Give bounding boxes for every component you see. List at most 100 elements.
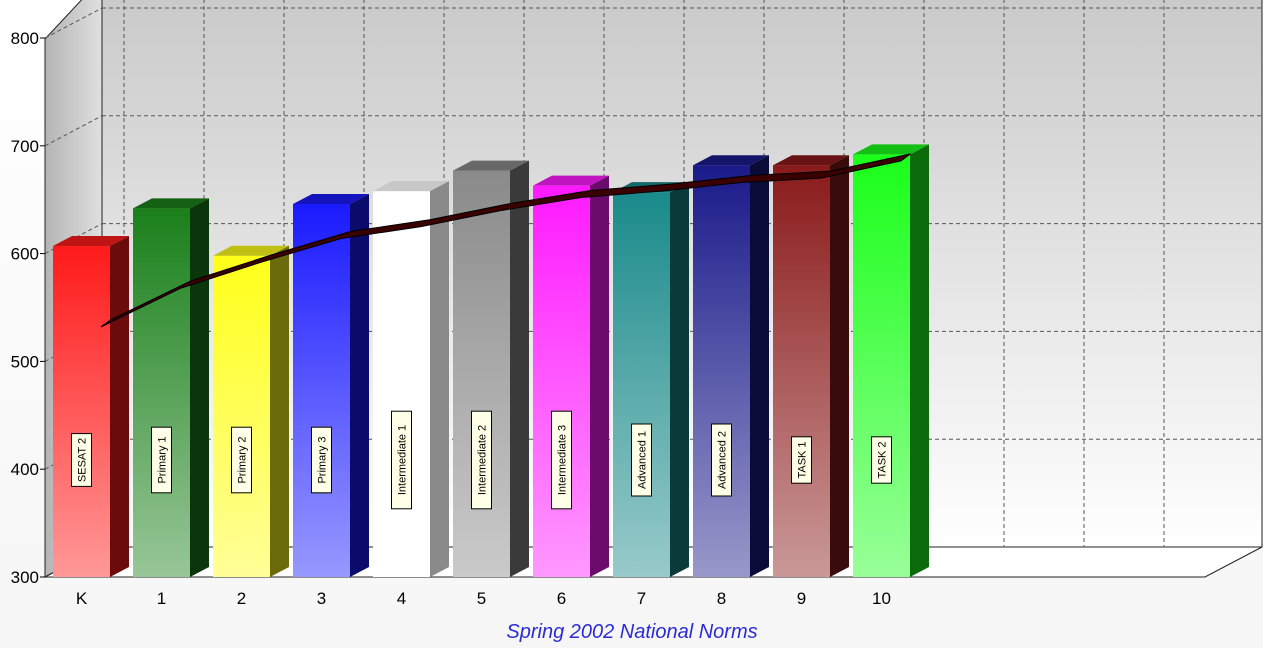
bar-top <box>533 175 609 186</box>
bar-label-box <box>711 423 732 497</box>
bar-label-box <box>71 433 92 487</box>
gridlines <box>44 0 1262 547</box>
bar-label-text: Primary 3 <box>317 436 329 483</box>
bar-top <box>213 245 289 256</box>
bar-side <box>270 245 289 578</box>
bar-label-text: Intermediate 1 <box>397 425 409 495</box>
x-tick-label: 9 <box>797 589 806 608</box>
bar: Intermediate 1 <box>373 181 449 578</box>
bar-label: TASK 1 <box>791 436 812 484</box>
bar: Advanced 1 <box>613 182 689 578</box>
bar-front <box>53 246 110 577</box>
bar-side <box>510 160 529 577</box>
bar-side <box>430 181 449 578</box>
bar-label-text: Primary 1 <box>157 436 169 483</box>
bar: Intermediate 2 <box>453 160 529 577</box>
chart-title: Spring 2002 National Norms <box>506 621 757 643</box>
gridline-side <box>44 115 103 147</box>
x-axis: K 1 2 3 4 5 6 7 8 9 10 <box>76 589 891 608</box>
bar: SESAT 2 <box>53 236 129 577</box>
bar-label: Advanced 2 <box>711 423 732 497</box>
bar-label-text: Advanced 1 <box>637 431 649 489</box>
bar-label-box <box>391 410 412 510</box>
bar-front <box>853 154 910 577</box>
trend-line <box>100 153 911 328</box>
bar: Intermediate 3 <box>533 175 609 577</box>
x-tick-label: 7 <box>637 589 646 608</box>
bar-front <box>293 204 350 577</box>
bar-label-text: Advanced 2 <box>717 431 729 489</box>
bar-label-box <box>631 423 652 497</box>
bar-side <box>670 182 689 578</box>
bar-label: SESAT 2 <box>71 433 92 487</box>
bar-label-box <box>231 426 252 494</box>
bar-top <box>293 194 369 205</box>
bar-top <box>453 160 529 171</box>
bar-top <box>373 181 449 192</box>
bar-front <box>133 208 190 577</box>
y-tick-label: 500 <box>11 352 39 371</box>
x-tick-label: 6 <box>557 589 566 608</box>
bar-label: Primary 3 <box>311 426 332 494</box>
bar: Primary 2 <box>213 245 289 578</box>
x-tick-label: 4 <box>397 589 406 608</box>
gridline-side <box>44 7 103 39</box>
bar-front <box>533 185 590 577</box>
x-tick-label: 1 <box>157 589 166 608</box>
x-tick-label: 5 <box>477 589 486 608</box>
bar-label: Primary 1 <box>151 426 172 494</box>
bar-front <box>693 165 750 578</box>
bar-top <box>133 198 209 209</box>
bar-top <box>53 236 129 247</box>
bar-side <box>110 236 129 577</box>
bar-label-box <box>471 410 492 510</box>
bar-front <box>373 191 430 578</box>
bar-top <box>773 155 849 166</box>
y-tick-label: 400 <box>11 460 39 479</box>
bar-label-text: TASK 1 <box>797 441 809 478</box>
x-tick-label: 8 <box>717 589 726 608</box>
bar-label: Primary 2 <box>231 426 252 494</box>
bar: Primary 1 <box>133 198 209 577</box>
bar-side <box>910 144 929 577</box>
bar-top <box>853 144 929 155</box>
bar-side <box>830 155 849 578</box>
bar-label: Intermediate 3 <box>551 410 572 510</box>
y-tick-label: 800 <box>11 29 39 48</box>
bar-side <box>590 175 609 577</box>
bar-label-text: Intermediate 3 <box>557 425 569 495</box>
bar-label-text: Primary 2 <box>237 436 249 483</box>
bar: Primary 3 <box>293 194 369 577</box>
bar-label-text: TASK 2 <box>877 441 889 478</box>
bar-label-text: SESAT 2 <box>77 438 89 482</box>
bar-label: Intermediate 1 <box>391 410 412 510</box>
bar: TASK 2 <box>853 144 929 577</box>
bar-side <box>350 194 369 577</box>
y-tick-label: 700 <box>11 137 39 156</box>
x-tick-label: K <box>76 589 88 608</box>
bar-label: Intermediate 2 <box>471 410 492 510</box>
bars: SESAT 2 Primary 1 Primary 2 Primary 3 Interm… <box>53 144 929 578</box>
x-tick-label: 10 <box>872 589 891 608</box>
x-tick-label: 3 <box>317 589 326 608</box>
bar: Advanced 2 <box>693 155 769 578</box>
y-tick-label: 600 <box>11 245 39 264</box>
bar-label-box <box>791 436 812 484</box>
bar-side <box>750 155 769 578</box>
bar-side <box>190 198 209 577</box>
bar-label-box <box>311 426 332 494</box>
bar-label: TASK 2 <box>871 436 892 484</box>
bar: TASK 1 <box>773 155 849 578</box>
bar-label-box <box>151 426 172 494</box>
trend-ribbon <box>100 153 911 328</box>
bar-top <box>693 155 769 166</box>
bar-front <box>773 165 830 578</box>
bar-label-text: Intermediate 2 <box>477 425 489 495</box>
bar-front <box>613 192 670 578</box>
x-tick-label: 2 <box>237 589 246 608</box>
bar-label-box <box>871 436 892 484</box>
bar-label: Advanced 1 <box>631 423 652 497</box>
y-tick-label: 300 <box>11 568 39 587</box>
bar-front <box>453 170 510 577</box>
